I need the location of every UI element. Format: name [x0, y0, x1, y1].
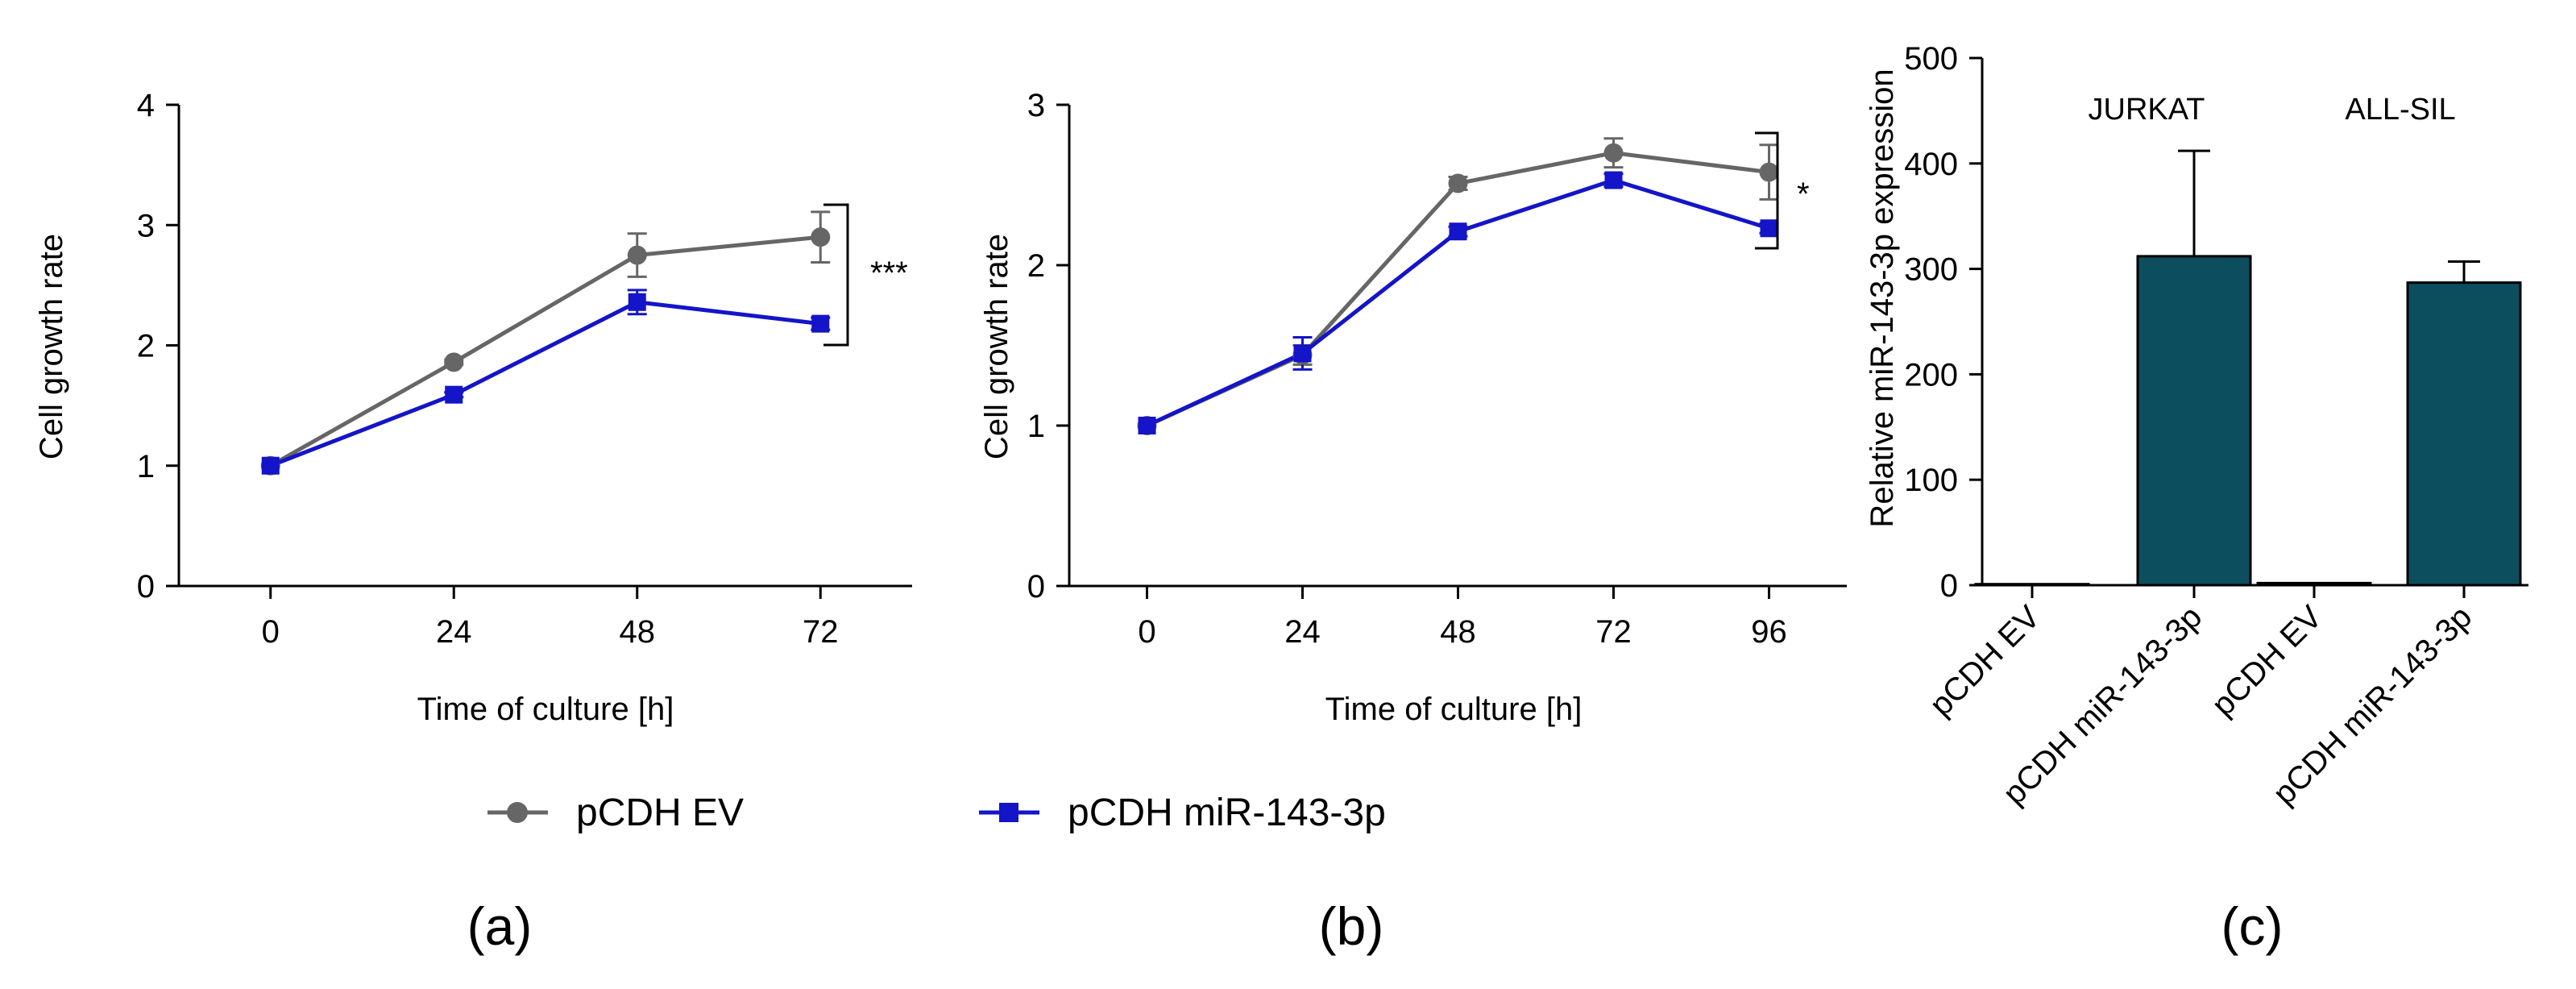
panel-a-x-tick-label: 24 — [436, 614, 472, 650]
panel-a-significance-label: *** — [870, 256, 908, 291]
legend-mir-marker — [999, 803, 1018, 822]
panel-b-point-ev — [1448, 173, 1468, 193]
panel-b-y-tick-label: 0 — [1027, 569, 1045, 605]
panel-b-y-ticks: 0 1 2 3 — [1027, 88, 1069, 605]
panel-a-point-ev — [444, 352, 464, 372]
panel-b-series — [1137, 137, 1779, 435]
panel-a-xlabel: Time of culture [h] — [417, 692, 674, 727]
panel-a-bracket — [823, 203, 849, 347]
legend: pCDH EV pCDH miR-143-3p — [487, 792, 1386, 834]
panel-b-point-ev — [1759, 162, 1779, 182]
panel-c-y-tick-label: 0 — [1940, 568, 1958, 604]
panel-a-label: (a) — [467, 896, 533, 956]
legend-item-mir: pCDH miR-143-3p — [979, 792, 1386, 834]
panel-c-bar — [1974, 583, 2090, 587]
panel-a-series — [260, 210, 831, 476]
panel-b-x-tick-label: 48 — [1440, 614, 1476, 650]
panel-b-significance-bracket: * — [1755, 131, 1810, 250]
panel-b-x-tick-label: 96 — [1751, 614, 1787, 650]
panel-b-xlabel: Time of culture [h] — [1325, 692, 1583, 727]
group-label-all-sil: ALL-SIL — [2345, 93, 2455, 127]
panel-a-y-tick-label: 1 — [137, 449, 155, 484]
panel-b-x-tick-label: 0 — [1138, 614, 1155, 650]
panel-c-y-tick-label: 300 — [1904, 252, 1958, 288]
panel-b-bracket — [1755, 131, 1779, 250]
group-label-jurkat: JURKAT — [2089, 93, 2205, 127]
panel-a-point-mir — [628, 293, 646, 311]
panel-a-x-tick-label: 72 — [803, 614, 839, 650]
legend-ev-label: pCDH EV — [576, 792, 744, 834]
panel-a-x-tick-label: 0 — [262, 614, 280, 650]
panel-c-x-tick-label: pCDH EV — [2205, 599, 2329, 723]
panel-a-y-tick-label: 2 — [137, 329, 155, 364]
panel-b-point-mir — [1138, 417, 1156, 434]
panel-a-x-tick-label: 48 — [620, 614, 656, 650]
panel-a-y-tick-label: 4 — [137, 88, 155, 123]
panel-b-x-tick-label: 72 — [1595, 614, 1632, 650]
panel-c-label: (c) — [2221, 896, 2284, 956]
panel-a-series-line-0 — [269, 235, 821, 467]
panel-b-growth-chart: 0 1 2 3 0 24 48 72 96 * Cell growth rate Time o… — [979, 88, 1847, 956]
legend-ev-marker — [507, 802, 528, 823]
panel-b-significance-label: * — [1797, 177, 1810, 212]
panel-b-point-mir — [1760, 219, 1778, 238]
panel-a-y-tick-label: 0 — [137, 569, 155, 605]
panel-a-growth-chart: 0 1 2 3 4 0 24 48 72 *** Cell growth rate Time … — [34, 88, 912, 956]
panel-a-y-tick-label: 3 — [137, 208, 155, 243]
panel-a-point-ev — [627, 245, 647, 265]
legend-mir-label: pCDH miR-143-3p — [1068, 792, 1386, 834]
panel-b-y-tick-label: 1 — [1027, 409, 1045, 444]
panel-b-label: (b) — [1319, 896, 1384, 956]
panel-a-point-mir — [811, 314, 830, 333]
panel-c-ylabel: Relative miR-143-3p expression — [1865, 69, 1900, 527]
panel-c-bars — [1974, 149, 2522, 587]
panel-c-y-ticks: 0 100 200 300 400 500 — [1904, 41, 1982, 604]
panel-a-significance-bracket: *** — [823, 203, 908, 347]
panel-a-point-mir — [445, 385, 463, 404]
panel-b-x-ticks: 0 24 48 72 96 — [1138, 586, 1787, 650]
panel-a-point-mir — [261, 456, 280, 475]
panel-b-series-line-0 — [1146, 151, 1769, 428]
legend-item-ev: pCDH EV — [487, 792, 744, 834]
panel-b-x-tick-label: 24 — [1284, 614, 1321, 650]
panel-c-y-tick-label: 100 — [1904, 463, 1958, 498]
panel-a-series-line-1 — [269, 300, 821, 468]
panel-b-ylabel: Cell growth rate — [979, 234, 1014, 459]
panel-c-bar — [2256, 581, 2372, 587]
panel-b-point-mir — [1449, 222, 1467, 241]
panel-a-y-ticks: 0 1 2 3 4 — [137, 88, 179, 605]
panel-c-y-tick-label: 200 — [1904, 357, 1958, 393]
panel-c-y-tick-label: 500 — [1904, 41, 1958, 77]
panel-a-x-ticks: 0 24 48 72 — [262, 586, 839, 650]
panel-c-bar — [2136, 255, 2252, 587]
panel-a-point-ev — [811, 227, 831, 247]
panel-c-bar — [2406, 281, 2522, 587]
panel-c-x-tick-label: pCDH EV — [1923, 599, 2047, 723]
panel-b-point-ev — [1603, 143, 1624, 163]
panel-c-y-tick-label: 400 — [1904, 147, 1958, 182]
panel-b-point-mir — [1604, 171, 1623, 189]
panel-b-series-line-1 — [1146, 177, 1770, 428]
panel-a-ylabel: Cell growth rate — [34, 234, 69, 459]
panel-b-y-tick-label: 3 — [1027, 88, 1045, 123]
panel-b-y-tick-label: 2 — [1027, 248, 1045, 284]
panel-b-point-mir — [1293, 344, 1312, 363]
panel-a-axes — [177, 105, 912, 588]
